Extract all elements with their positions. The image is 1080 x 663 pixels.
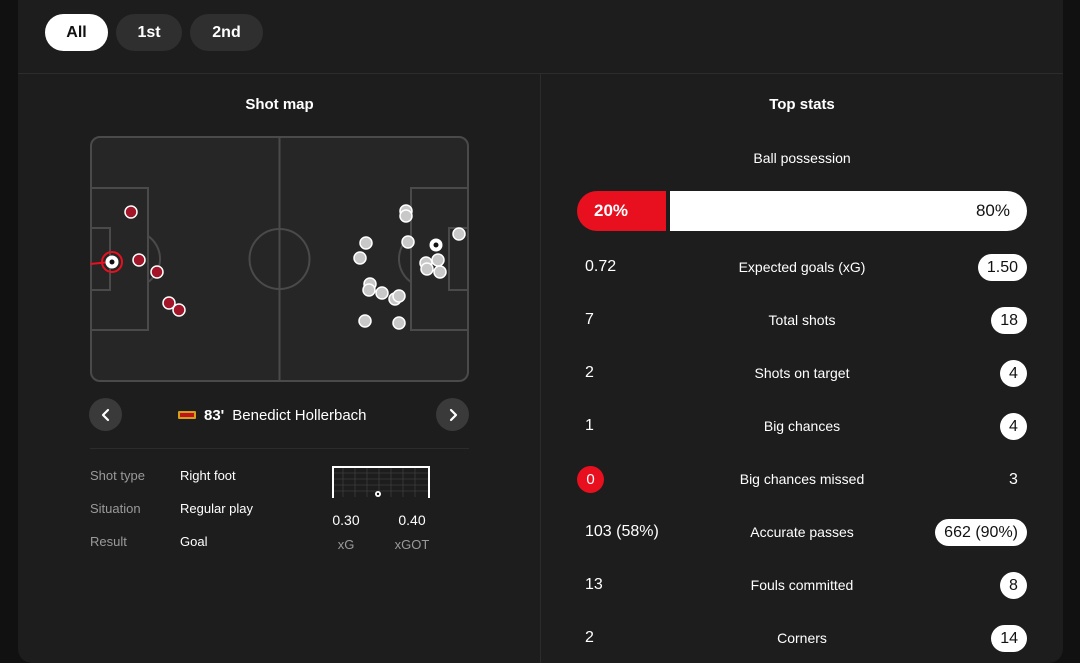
result-label: Result [90,534,127,549]
stat-home-value: 103 (58%) [585,523,659,540]
stat-row-xg: 0.72 Expected goals (xG) 1.50 [577,250,1027,284]
xgot-label: xGOT [394,537,430,552]
shot-marker [359,236,373,250]
shot-marker [132,253,146,267]
column-divider [540,74,541,663]
shot-type-label: Shot type [90,468,145,483]
stat-label: Expected goals (xG) [738,259,866,275]
shot-marker [362,283,376,297]
shot-marker [431,253,445,267]
stat-home-value: 13 [585,576,603,593]
xg-label: xG [337,537,355,552]
possession-home: 20% [577,191,666,231]
shot-marker [401,235,415,249]
stat-label: Big chances [763,418,841,434]
stat-row-corners: 2 Corners 14 [577,621,1027,655]
shot-marker [392,316,406,330]
shot-player-name: Benedict Hollerbach [232,406,367,424]
stat-row-big-chances: 1 Big chances 4 [577,409,1027,443]
away-goal-shot [429,238,443,252]
stat-away-value: 14 [991,625,1027,652]
period-all-tab[interactable]: All [45,14,108,51]
situation-value: Regular play [180,501,253,516]
selected-shot-player: 83' Benedict Hollerbach [178,403,438,427]
xgot-value: 0.40 [398,512,426,528]
next-shot-button[interactable] [436,398,469,431]
stat-away-value: 3 [1009,470,1018,488]
home-shots [124,205,186,317]
shot-marker [172,303,186,317]
stat-away-value: 8 [1000,572,1027,599]
stat-label: Total shots [768,312,836,328]
shot-marker [150,265,164,279]
stat-label: Fouls committed [750,577,854,593]
shot-type-value: Right foot [180,468,236,483]
shot-marker [375,286,389,300]
shot-minute: 83' [204,406,225,424]
match-stats-card: All 1st 2nd Shot map [18,0,1063,663]
team-crest-icon [178,411,196,419]
selected-goal-shot [90,251,123,273]
stat-away-value: 4 [1000,360,1027,387]
shot-marker [399,209,413,223]
stat-away-value: 4 [1000,413,1027,440]
stat-home-value: 7 [585,311,594,328]
xg-value: 0.30 [332,512,360,528]
stat-away-value: 1.50 [977,254,1027,281]
stat-row-shots-on-target: 2 Shots on target 4 [577,356,1027,390]
situation-label: Situation [90,501,141,516]
stat-home-value: 1 [585,417,594,434]
stat-label: Corners [777,630,827,646]
stat-row-total-shots: 7 Total shots 18 [577,303,1027,337]
stat-away-value: 662 (90%) [935,519,1027,546]
period-1st-tab[interactable]: 1st [116,14,182,51]
shot-marker [452,227,466,241]
shot-map-pitch [90,136,469,382]
shot-marker [162,296,176,310]
stat-row-accurate-passes: 103 (58%) Accurate passes 662 (90%) [577,515,1027,549]
shot-details-divider [90,448,469,449]
goal-frame-graphic [332,466,430,498]
stat-row-fouls: 13 Fouls committed 8 [577,568,1027,602]
stat-away-value: 18 [991,307,1027,334]
stat-label: Shots on target [754,365,850,381]
possession-label: Ball possession [753,150,851,166]
shot-marker [124,205,138,219]
away-shots [353,204,466,330]
shot-marker [353,251,367,265]
shot-marker [420,262,434,276]
chevron-right-icon [449,408,457,421]
stat-home-value: 0.72 [585,258,617,275]
stat-home-value: 0 [577,465,604,493]
chevron-left-icon [101,408,109,421]
period-2nd-tab[interactable]: 2nd [190,14,263,51]
stat-label: Accurate passes [750,524,854,540]
previous-shot-button[interactable] [89,398,122,431]
possession-away: 80% [670,191,1027,231]
possession-bar: 20% 80% [577,191,1027,231]
stat-row-big-chances-missed: 0 Big chances missed 3 [577,462,1027,496]
period-selector: All 1st 2nd [18,0,1063,74]
stat-home-value: 2 [585,629,594,646]
top-stats-title: Top stats [769,96,835,113]
result-value: Goal [180,534,208,549]
shot-marker [433,265,447,279]
stat-home-value: 2 [585,364,594,381]
stat-label: Big chances missed [739,471,865,487]
shot-map-title: Shot map [245,96,314,113]
shot-marker [358,314,372,328]
shot-marker [392,289,406,303]
